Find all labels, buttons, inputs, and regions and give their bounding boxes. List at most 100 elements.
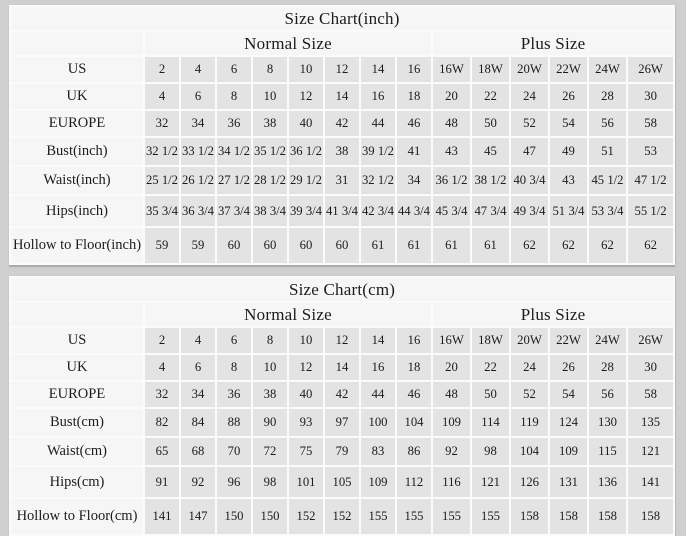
- table-title-row: Size Chart(cm): [11, 278, 674, 301]
- size-value-cell: 136: [589, 467, 626, 497]
- size-value-cell: 14: [325, 84, 359, 109]
- size-value-cell: 109: [550, 438, 587, 465]
- table-title: Size Chart(inch): [11, 7, 674, 30]
- size-value-cell: 65: [145, 438, 179, 465]
- row-label: EUROPE: [11, 111, 143, 136]
- size-value-cell: 52: [511, 382, 548, 407]
- size-value-cell: 97: [325, 409, 359, 436]
- size-value-cell: 24: [511, 355, 548, 380]
- size-value-cell: 27 1/2: [217, 167, 251, 194]
- size-value-cell: 24W: [589, 328, 626, 353]
- size-value-cell: 59: [181, 228, 215, 263]
- size-value-cell: 38: [325, 138, 359, 165]
- size-value-cell: 32: [145, 382, 179, 407]
- size-value-cell: 61: [397, 228, 431, 263]
- size-value-cell: 8: [253, 57, 287, 82]
- size-value-cell: 131: [550, 467, 587, 497]
- size-value-cell: 6: [181, 84, 215, 109]
- size-value-cell: 150: [253, 499, 287, 534]
- row-label: Waist(cm): [11, 438, 143, 465]
- table-title: Size Chart(cm): [11, 278, 674, 301]
- size-value-cell: 60: [253, 228, 287, 263]
- size-value-cell: 158: [589, 499, 626, 534]
- size-value-cell: 92: [433, 438, 470, 465]
- size-value-cell: 91: [145, 467, 179, 497]
- size-value-cell: 36 3/4: [181, 196, 215, 226]
- size-value-cell: 116: [433, 467, 470, 497]
- size-value-cell: 70: [217, 438, 251, 465]
- size-value-cell: 41: [397, 138, 431, 165]
- table-row: US 2 4 6 8 10 12 14 16 16W 18W 20W 22W 24W 26W: [11, 328, 674, 353]
- size-value-cell: 59: [145, 228, 179, 263]
- size-value-cell: 40: [289, 382, 323, 407]
- size-value-cell: 10: [289, 328, 323, 353]
- size-value-cell: 62: [550, 228, 587, 263]
- size-value-cell: 28 1/2: [253, 167, 287, 194]
- size-value-cell: 37 3/4: [217, 196, 251, 226]
- size-value-cell: 54: [550, 111, 587, 136]
- size-value-cell: 152: [325, 499, 359, 534]
- size-value-cell: 75: [289, 438, 323, 465]
- row-label: Bust(cm): [11, 409, 143, 436]
- size-value-cell: 51 3/4: [550, 196, 587, 226]
- size-value-cell: 14: [361, 328, 395, 353]
- size-value-cell: 24W: [589, 57, 626, 82]
- size-value-cell: 28: [589, 84, 626, 109]
- row-label: US: [11, 57, 143, 82]
- table-row: Bust(cm) 82 84 88 90 93 97 100 104 109 114 119 124 13…: [11, 409, 674, 436]
- table-row: US 2 4 6 8 10 12 14 16 16W 18W 20W 22W 24W 26W: [11, 57, 674, 82]
- table-row: UK 4 6 8 10 12 14 16 18 20 22 24 26 28 30: [11, 84, 674, 109]
- size-value-cell: 16: [361, 355, 395, 380]
- size-value-cell: 16: [361, 84, 395, 109]
- size-value-cell: 24: [511, 84, 548, 109]
- size-value-cell: 39 3/4: [289, 196, 323, 226]
- table-row: Waist(inch) 25 1/2 26 1/2 27 1/2 28 1/2 29 1/…: [11, 167, 674, 194]
- size-value-cell: 18: [397, 355, 431, 380]
- size-value-cell: 79: [325, 438, 359, 465]
- size-value-cell: 6: [217, 57, 251, 82]
- size-value-cell: 84: [181, 409, 215, 436]
- size-value-cell: 12: [325, 57, 359, 82]
- table-row: Waist(cm) 65 68 70 72 75 79 83 86 92 98 104 109 115 12…: [11, 438, 674, 465]
- column-group-row: Normal Size Plus Size: [11, 303, 674, 326]
- size-value-cell: 12: [289, 84, 323, 109]
- size-value-cell: 20W: [511, 328, 548, 353]
- size-value-cell: 14: [361, 57, 395, 82]
- size-value-cell: 29 1/2: [289, 167, 323, 194]
- size-value-cell: 158: [550, 499, 587, 534]
- normal-size-header: Normal Size: [145, 303, 431, 326]
- size-value-cell: 155: [433, 499, 470, 534]
- row-label: UK: [11, 84, 143, 109]
- size-value-cell: 34: [397, 167, 431, 194]
- size-value-cell: 46: [397, 111, 431, 136]
- size-value-cell: 26 1/2: [181, 167, 215, 194]
- size-value-cell: 51: [589, 138, 626, 165]
- size-value-cell: 52: [511, 111, 548, 136]
- size-value-cell: 50: [472, 382, 509, 407]
- size-value-cell: 8: [217, 355, 251, 380]
- size-value-cell: 109: [433, 409, 470, 436]
- table-row: Hollow to Floor(inch) 59 59 60 60 60 60 61 61 61 6…: [11, 228, 674, 263]
- size-value-cell: 115: [589, 438, 626, 465]
- row-label: US: [11, 328, 143, 353]
- size-value-cell: 36: [217, 382, 251, 407]
- table-row: EUROPE 32 34 36 38 40 42 44 46 48 50 52 54 56 58: [11, 111, 674, 136]
- size-value-cell: 20: [433, 355, 470, 380]
- size-value-cell: 58: [628, 111, 674, 136]
- size-value-cell: 158: [628, 499, 674, 534]
- size-value-cell: 38: [253, 111, 287, 136]
- size-value-cell: 47 1/2: [628, 167, 674, 194]
- size-value-cell: 34: [181, 111, 215, 136]
- size-value-cell: 4: [181, 57, 215, 82]
- row-label: Bust(inch): [11, 138, 143, 165]
- size-value-cell: 72: [253, 438, 287, 465]
- size-value-cell: 6: [217, 328, 251, 353]
- size-value-cell: 36 1/2: [289, 138, 323, 165]
- size-value-cell: 2: [145, 328, 179, 353]
- size-value-cell: 22: [472, 355, 509, 380]
- corner-cell: [11, 32, 143, 55]
- size-value-cell: 98: [253, 467, 287, 497]
- size-value-cell: 20W: [511, 57, 548, 82]
- size-value-cell: 98: [472, 438, 509, 465]
- size-value-cell: 93: [289, 409, 323, 436]
